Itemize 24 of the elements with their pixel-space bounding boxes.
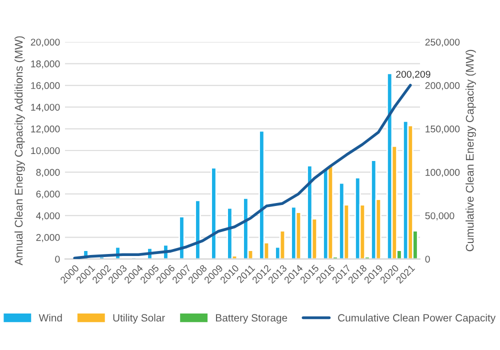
y2-tick-label: 150,000 (426, 126, 460, 134)
y-tick-label: 18,000 (31, 60, 60, 68)
y-tick-label: 6,000 (36, 190, 60, 199)
y2-tick-label: 250,000 (425, 38, 460, 47)
y-tick-label: 14,000 (31, 104, 60, 112)
y-axis-title: Annual Clean Energy Capacity Additions (MW) (14, 36, 25, 266)
legend-label: Utility Solar (113, 314, 166, 324)
y2-tick-label: 100,000 (426, 168, 460, 177)
y2-tick-label: 200,000 (425, 82, 460, 90)
annotation: 200,209 (396, 70, 430, 79)
y2-axis-title: Cumulative Clean Energy Capacity (MW) (466, 50, 476, 252)
y-tick-label: 0 (55, 256, 60, 263)
y-tick-label: 12,000 (31, 126, 60, 134)
y2-tick-label: 0 (425, 256, 430, 263)
y2-tick-label: 50,000 (425, 212, 454, 220)
legend-label: Battery Storage (216, 314, 288, 324)
y-tick-label: 2,000 (36, 234, 60, 242)
legend-label: Cumulative Clean Power Capacity (338, 314, 496, 324)
legend-label: Wind (38, 314, 62, 322)
y-tick-label: 10,000 (31, 147, 60, 156)
y-tick-label: 16,000 (31, 82, 60, 90)
y-tick-label: 20,000 (30, 38, 60, 47)
y-tick-label: 8,000 (36, 168, 60, 177)
y-tick-label: 4,000 (36, 212, 60, 220)
